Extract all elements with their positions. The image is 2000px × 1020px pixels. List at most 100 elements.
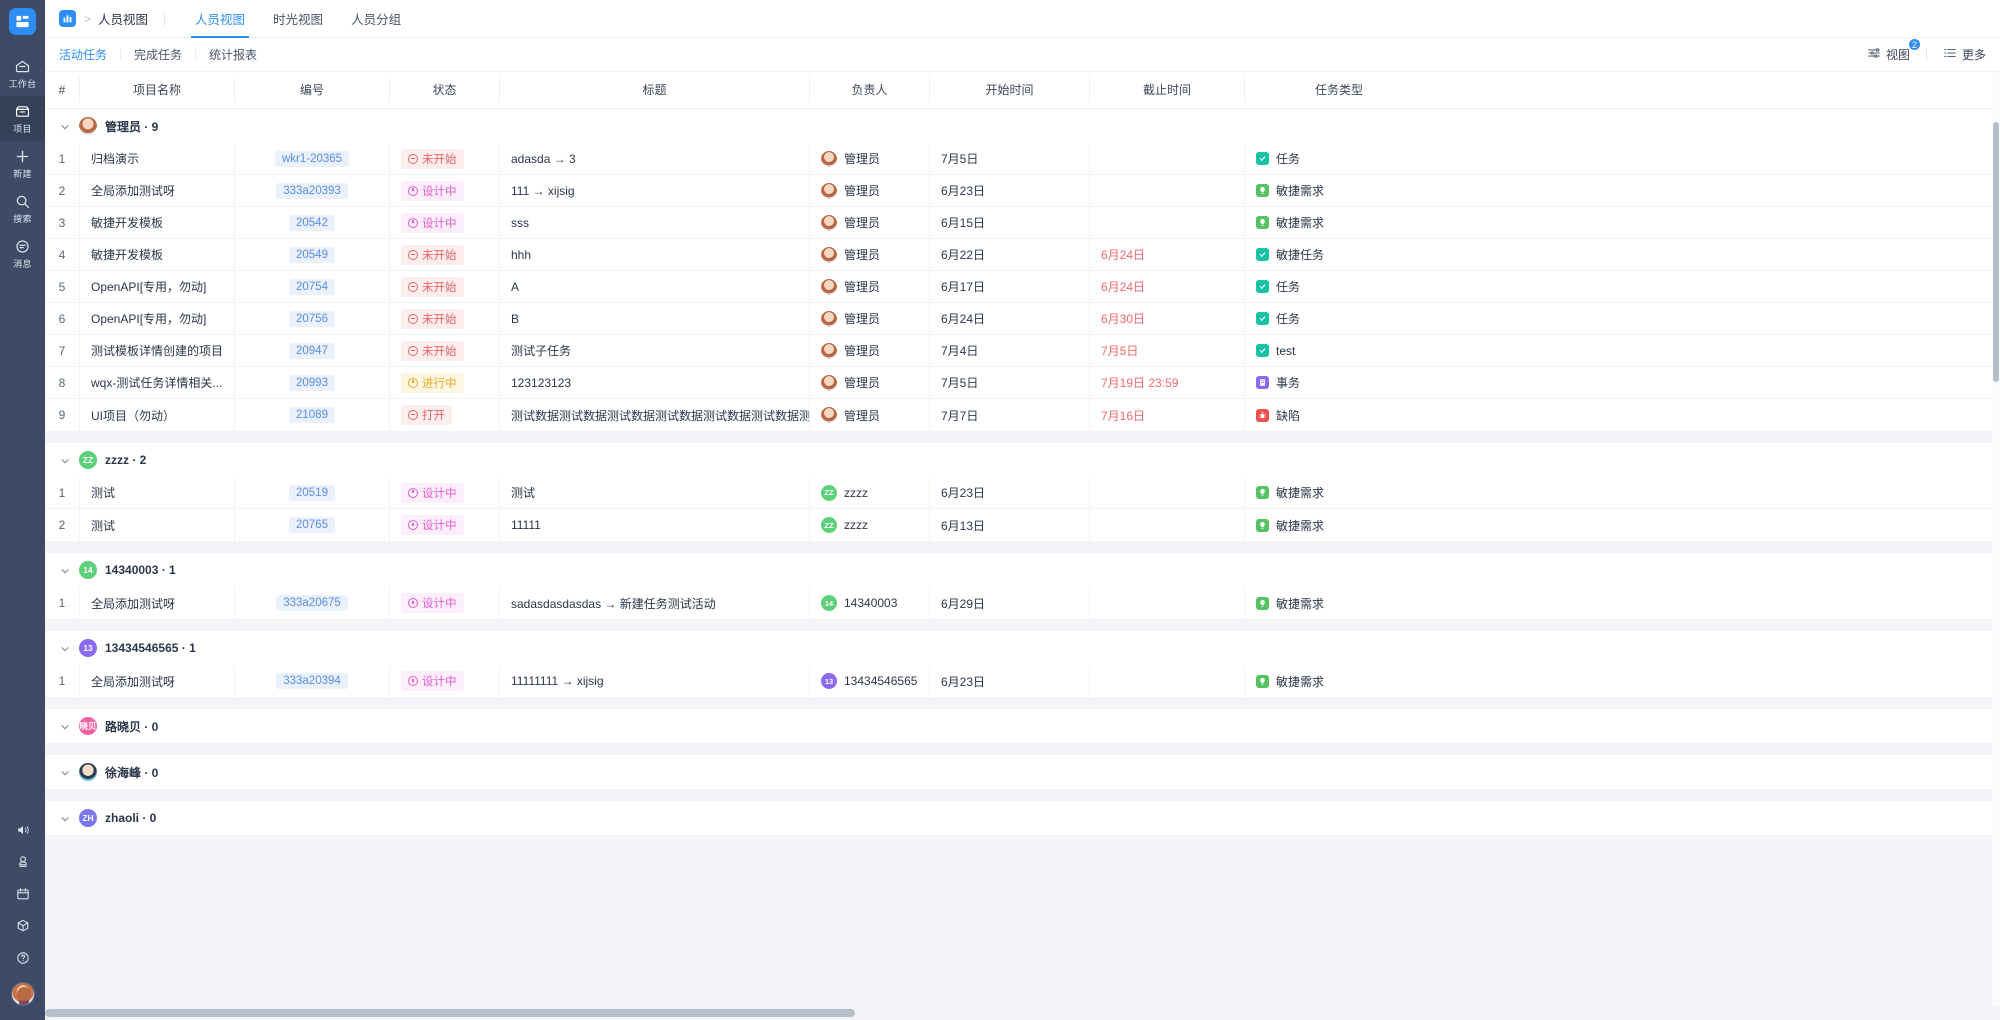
group-header[interactable]: ZZ zzzz · 2 — [45, 443, 2000, 477]
cell-number[interactable]: 21089 — [235, 399, 390, 431]
cell-start-time[interactable]: 7月4日 — [930, 334, 1090, 367]
cell-due-time[interactable]: 7月19日 23:59 — [1090, 366, 1245, 399]
volume-icon[interactable] — [0, 822, 45, 838]
cell-start-time[interactable]: 6月17日 — [930, 270, 1090, 303]
tab-timeline-view[interactable]: 时光视图 — [273, 13, 324, 27]
table-row[interactable]: 1 全局添加测试呀 333a20675 设计中 sadasdasdasdas → 新建任… — [45, 587, 2000, 619]
cell-task-type[interactable]: 敏捷需求 — [1245, 587, 1433, 619]
column-header-index[interactable]: # — [45, 77, 80, 103]
chevron-down-icon[interactable] — [59, 720, 71, 732]
cell-due-time[interactable]: 6月24日 — [1090, 238, 1245, 271]
number-chip[interactable]: 20756 — [289, 310, 335, 327]
number-chip[interactable]: 20549 — [289, 246, 335, 263]
cell-due-time[interactable] — [1090, 476, 1245, 509]
stamp-icon[interactable] — [0, 854, 45, 870]
app-logo-icon[interactable] — [9, 8, 36, 35]
group-header[interactable]: 13 13434546565 · 1 — [45, 631, 2000, 665]
table-row[interactable]: 1 归档演示 wkr1-20365 未开始 adasda → 3 管理员 7月5日 任务 — [45, 142, 2000, 175]
table-row[interactable]: 8 wqx-测试任务详情相关... 20993 进行中 123123123 管理员 7月5日… — [45, 366, 2000, 399]
column-header-owner[interactable]: 负责人 — [810, 77, 930, 103]
cell-title[interactable]: 测试 — [500, 476, 810, 509]
group-header[interactable]: 徐海峰 · 0 — [45, 755, 2000, 789]
status-badge[interactable]: 进行中 — [401, 372, 464, 393]
table-row[interactable]: 4 敏捷开发模板 20549 未开始 hhh 管理员 6月22日 6月24日 敏捷任务 — [45, 238, 2000, 271]
cell-number[interactable]: 20542 — [235, 206, 390, 239]
number-chip[interactable]: 20765 — [289, 517, 335, 533]
cell-start-time[interactable]: 7月5日 — [930, 142, 1090, 175]
status-badge[interactable]: 打开 — [401, 405, 452, 425]
sidebar-item-project[interactable]: 项目 — [0, 96, 45, 141]
number-chip[interactable]: wkr1-20365 — [274, 150, 350, 167]
column-header-start[interactable]: 开始时间 — [930, 77, 1090, 103]
number-chip[interactable]: 20542 — [289, 214, 335, 231]
sidebar-item-search[interactable]: 搜索 — [0, 186, 45, 231]
cell-start-time[interactable]: 6月23日 — [930, 476, 1090, 509]
cell-title[interactable]: sadasdasdasdas → 新建任务测试活动 — [500, 587, 810, 619]
status-badge[interactable]: 设计中 — [401, 212, 464, 233]
cell-status[interactable]: 未开始 — [390, 238, 500, 271]
number-chip[interactable]: 333a20394 — [276, 673, 348, 689]
cell-start-time[interactable]: 6月29日 — [930, 587, 1090, 619]
table-row[interactable]: 2 全局添加测试呀 333a20393 设计中 111 → xijsig 管理员 6月23日… — [45, 174, 2000, 207]
cell-owner[interactable]: 管理员 — [810, 302, 930, 335]
cell-number[interactable]: 333a20675 — [235, 587, 390, 619]
cell-title[interactable]: adasda → 3 — [500, 142, 810, 175]
cell-project-name[interactable]: 敏捷开发模板 — [80, 238, 235, 271]
cell-start-time[interactable]: 6月23日 — [930, 665, 1090, 697]
cell-status[interactable]: 未开始 — [390, 270, 500, 303]
table-row[interactable]: 6 OpenAPI[专用，勿动] 20756 未开始 B 管理员 6月24日 6月30日 任务 — [45, 302, 2000, 335]
cell-due-time[interactable] — [1090, 142, 1245, 175]
table-row[interactable]: 2 测试 20765 设计中 11111 ZZ zzzz 6月13日 敏捷需求 — [45, 509, 2000, 541]
breadcrumb[interactable]: 人员视图 — [98, 13, 149, 27]
table-row[interactable]: 1 全局添加测试呀 333a20394 设计中 11111111 → xijsig 13 1… — [45, 665, 2000, 697]
group-header[interactable]: 管理员 · 9 — [45, 109, 2000, 143]
cell-project-name[interactable]: 敏捷开发模板 — [80, 206, 235, 239]
chevron-down-icon[interactable] — [59, 642, 71, 654]
number-chip[interactable]: 333a20675 — [276, 595, 348, 611]
cell-number[interactable]: 20756 — [235, 302, 390, 335]
cell-due-time[interactable]: 7月5日 — [1090, 334, 1245, 367]
cell-due-time[interactable] — [1090, 509, 1245, 541]
number-chip[interactable]: 20754 — [289, 278, 335, 295]
cell-owner[interactable]: 管理员 — [810, 238, 930, 271]
sidebar-item-message[interactable]: 消息 — [0, 231, 45, 276]
cell-owner[interactable]: 管理员 — [810, 174, 930, 207]
cell-due-time[interactable] — [1090, 665, 1245, 697]
cell-project-name[interactable]: 全局添加测试呀 — [80, 174, 235, 207]
cell-project-name[interactable]: OpenAPI[专用，勿动] — [80, 270, 235, 303]
cell-number[interactable]: 20947 — [235, 334, 390, 367]
cell-title[interactable]: hhh — [500, 238, 810, 271]
table-body-scroller[interactable]: 管理员 · 9 1 归档演示 wkr1-20365 未开始 adasda → 3 管理员 7月… — [45, 109, 2000, 1006]
table-row[interactable]: 5 OpenAPI[专用，勿动] 20754 未开始 A 管理员 6月17日 6月24日 任务 — [45, 270, 2000, 303]
cell-title[interactable]: 11111111 → xijsig — [500, 665, 810, 697]
cell-owner[interactable]: 管理员 — [810, 366, 930, 399]
cell-owner[interactable]: 管理员 — [810, 399, 930, 431]
cell-status[interactable]: 未开始 — [390, 334, 500, 367]
cell-task-type[interactable]: 敏捷需求 — [1245, 207, 1433, 239]
cell-due-time[interactable]: 6月30日 — [1090, 302, 1245, 335]
cell-number[interactable]: 20754 — [235, 270, 390, 303]
more-button[interactable]: 更多 — [1943, 46, 1986, 63]
cell-title[interactable]: 123123123 — [500, 366, 810, 399]
cell-owner[interactable]: 管理员 — [810, 334, 930, 367]
cell-status[interactable]: 设计中 — [390, 665, 500, 697]
cell-project-name[interactable]: 归档演示 — [80, 142, 235, 175]
column-header-number[interactable]: 编号 — [235, 77, 390, 103]
status-badge[interactable]: 未开始 — [401, 340, 464, 361]
cell-owner[interactable]: 管理员 — [810, 270, 930, 303]
cell-start-time[interactable]: 6月24日 — [930, 302, 1090, 335]
number-chip[interactable]: 20993 — [289, 374, 335, 391]
tab-people-view[interactable]: 人员视图 — [181, 0, 259, 38]
cell-status[interactable]: 设计中 — [390, 476, 500, 509]
tab-active-tasks[interactable]: 活动任务 — [59, 48, 108, 62]
cell-project-name[interactable]: 测试模板详情创建的项目 — [80, 334, 235, 367]
cell-number[interactable]: wkr1-20365 — [235, 142, 390, 175]
cell-status[interactable]: 设计中 — [390, 587, 500, 619]
cell-title[interactable]: 测试数据测试数据测试数据测试数据测试数据测试数据测... — [500, 399, 810, 431]
cell-title[interactable]: 测试子任务 — [500, 334, 810, 367]
sidebar-item-create[interactable]: 新建 — [0, 141, 45, 186]
cell-task-type[interactable]: 任务 — [1245, 143, 1433, 175]
cell-title[interactable]: A — [500, 270, 810, 303]
cell-task-type[interactable]: 任务 — [1245, 271, 1433, 303]
cell-start-time[interactable]: 6月22日 — [930, 238, 1090, 271]
